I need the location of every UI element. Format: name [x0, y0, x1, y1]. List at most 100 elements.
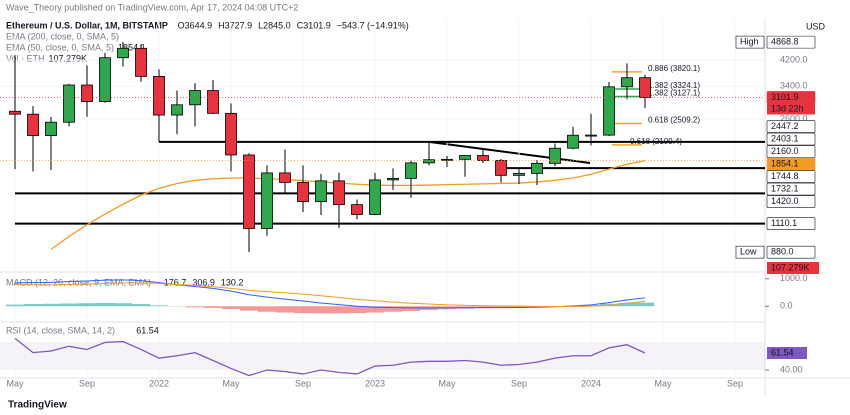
macd-bar — [6, 304, 24, 307]
candle-body — [333, 180, 345, 206]
macd-bar — [24, 304, 42, 307]
candle-body — [45, 121, 57, 136]
price-label: 3101.9 — [771, 92, 799, 102]
price-label: 1110.1 — [771, 218, 797, 228]
candle-body — [441, 158, 453, 161]
price-label-box — [766, 182, 816, 196]
macd-tick-label: 1000.0 — [780, 273, 808, 283]
macd-bar — [510, 306, 528, 308]
macd-bar — [366, 306, 384, 313]
candle-body — [603, 86, 615, 136]
macd-bar — [330, 306, 348, 314]
x-tick-label: 2023 — [365, 378, 385, 388]
rsi-reading: 61.54 — [136, 325, 159, 335]
macd-reading: 176.7 — [164, 277, 187, 287]
candle-body — [621, 77, 633, 88]
volume-label-box — [767, 262, 819, 274]
macd-bar — [150, 305, 168, 307]
candle-body — [369, 179, 381, 215]
y-tick-label: 4200.0 — [780, 55, 808, 65]
price-label-box — [766, 170, 816, 183]
rsi-line — [14, 337, 646, 377]
price-tag-box — [735, 245, 765, 259]
price-label-box — [766, 195, 816, 208]
price-label-box — [766, 245, 816, 259]
macd-bar — [222, 306, 240, 309]
price-label: 880.0 — [771, 247, 794, 257]
candle-body — [117, 47, 129, 59]
macd-bar — [96, 302, 114, 307]
macd-bar — [240, 306, 258, 311]
macd-bar — [492, 306, 510, 308]
volume-label: 107.279K — [771, 262, 810, 272]
ohlc-value: C3101.9 — [297, 20, 331, 30]
candle-body — [351, 204, 363, 215]
macd-bar — [258, 306, 276, 312]
price-label: 1420.0 — [771, 196, 799, 206]
candle-body — [135, 47, 147, 77]
candle-body — [207, 90, 219, 114]
indicator-label: EMA (200, close, 0, SMA, 5) — [6, 31, 119, 41]
fib-label: 1.382 (3324.1) — [648, 81, 700, 90]
fib-label: 0.886 (3820.1) — [648, 64, 700, 73]
price-label-box — [766, 145, 816, 158]
price-tag-box — [735, 35, 765, 49]
price-label: 4868.8 — [771, 36, 799, 46]
macd-title: MACD (12, 26, close, 9, EMA, EMA) — [6, 277, 151, 287]
macd-bar — [276, 306, 294, 313]
y-tick-label: 3400.0 — [780, 81, 808, 91]
macd-signal — [14, 282, 646, 308]
price-label: 1744.8 — [771, 171, 799, 181]
macd-bar — [42, 303, 60, 307]
price-label-box — [766, 35, 816, 49]
fib-label: 0.618 (2509.2) — [648, 116, 700, 125]
macd-bar — [114, 303, 132, 307]
price-label-box — [766, 157, 816, 171]
rsi-title: RSI (14, close, SMA, 14, 2) — [6, 325, 115, 335]
candle-body — [261, 172, 273, 229]
price-label: 1732.1 — [771, 183, 799, 193]
candle-body — [243, 154, 255, 229]
macd-bar — [78, 303, 96, 307]
ohlc-value: L2845.0 — [258, 20, 291, 30]
macd-reading: 130.2 — [221, 277, 244, 287]
indicator-value: 107.279K — [49, 53, 88, 63]
x-tick-label: May — [438, 378, 456, 388]
candle-body — [531, 162, 543, 174]
candle-body — [99, 57, 111, 102]
macd-line — [14, 279, 646, 309]
macd-bar — [402, 306, 420, 311]
candle-body — [459, 155, 471, 160]
candle-body — [585, 134, 597, 137]
macd-bar — [312, 306, 330, 314]
published-note: Wave_Theory published on TradingView.com… — [6, 2, 298, 12]
x-tick-label: 2022 — [149, 378, 169, 388]
candle-body — [495, 160, 507, 176]
macd-bar — [582, 304, 600, 307]
x-tick-label: Sep — [727, 378, 743, 388]
macd-bar — [132, 304, 150, 307]
price-label: 2403.1 — [771, 133, 799, 143]
candle-body — [81, 84, 93, 102]
macd-bar — [204, 306, 222, 308]
candle-body — [477, 155, 489, 161]
countdown: 13d 22h — [771, 103, 804, 113]
candle-body — [9, 110, 21, 115]
ohlc-value: O3644.9 — [178, 20, 213, 30]
currency: USD — [806, 21, 826, 31]
x-tick-label: May — [6, 378, 24, 388]
rsi-reading-box — [767, 346, 807, 359]
candle-body — [153, 75, 165, 116]
ema-line — [50, 160, 646, 250]
price-label: 2447.2 — [771, 121, 799, 131]
candle-body — [27, 113, 39, 136]
candle-body — [639, 77, 651, 98]
x-tick-label: May — [222, 378, 240, 388]
ohlc-value: H3727.9 — [218, 20, 252, 30]
candle-body — [549, 147, 561, 164]
fib-label: 0.618 (2109.4) — [630, 137, 682, 146]
x-tick-label: Sep — [295, 378, 311, 388]
candle-body — [567, 134, 579, 149]
candle-body — [225, 112, 237, 156]
